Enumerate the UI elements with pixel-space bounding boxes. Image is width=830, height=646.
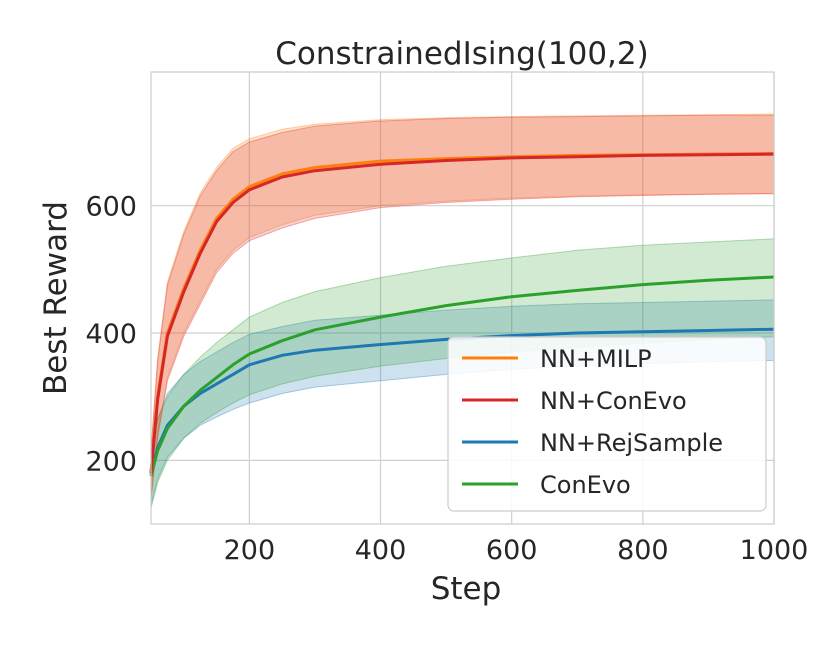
- x-tick-label: 600: [486, 535, 538, 566]
- y-tick-label: 400: [85, 319, 137, 350]
- conevo-line: [149, 275, 775, 477]
- legend-label-nn-milp: NN+MILP: [540, 345, 652, 373]
- y-axis-label: Best Reward: [38, 201, 74, 395]
- x-tick-label: 200: [224, 535, 276, 566]
- legend-label-conevo: ConEvo: [540, 471, 631, 499]
- series-lines: [149, 152, 775, 477]
- x-axis-label: Step: [431, 571, 502, 607]
- legend-label-nn-conevo: NN+ConEvo: [540, 387, 687, 415]
- chart-title: ConstrainedIsing(100,2): [275, 36, 648, 72]
- legend-items: NN+MILP NN+ConEvo NN+RejSample ConEvo: [462, 345, 723, 499]
- y-tick-label: 600: [85, 192, 137, 223]
- tick-labels: 200 400 600 800 1000 200 400 600: [85, 192, 808, 566]
- y-tick-label: 200: [85, 446, 137, 477]
- legend: NN+MILP NN+ConEvo NN+RejSample ConEvo: [447, 336, 767, 512]
- x-tick-label: 800: [617, 535, 669, 566]
- x-tick-label: 1000: [740, 535, 809, 566]
- x-tick-label: 400: [355, 535, 407, 566]
- nn-conevo-line: [149, 152, 775, 474]
- legend-label-nn-rejsample: NN+RejSample: [540, 429, 723, 457]
- legend-box: [447, 336, 767, 512]
- plot-area-frame: [150, 71, 775, 525]
